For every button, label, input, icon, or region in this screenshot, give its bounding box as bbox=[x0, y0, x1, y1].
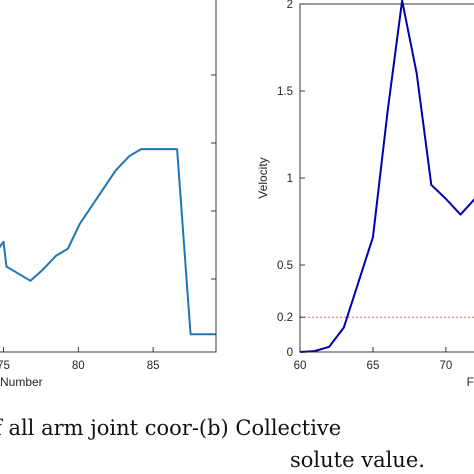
left-x-tick-label-85: 85 bbox=[147, 360, 160, 372]
right-x-axis-label: F bbox=[467, 375, 474, 389]
right-y-axis-label: Velocity bbox=[256, 157, 270, 198]
right-x-tick-label-60: 60 bbox=[294, 360, 307, 372]
caption-line-1: f all arm joint coor-(b) Collective bbox=[0, 416, 342, 440]
right-x-tick-label-65: 65 bbox=[367, 360, 380, 372]
right-chart: 60 65 70 0 0.2 0.5 1 1.5 2 F Velocity bbox=[256, 0, 474, 389]
left-axes-box bbox=[0, 0, 217, 353]
right-y-tick-label-1: 1 bbox=[287, 173, 293, 185]
left-x-axis-label: Number bbox=[0, 375, 43, 389]
right-axes-box bbox=[299, 3, 474, 353]
caption-line-2: solute value. bbox=[290, 448, 425, 472]
left-series-line-0 bbox=[0, 148, 216, 336]
right-series-line-0 bbox=[299, 0, 474, 353]
right-y-tick-label-1_5: 1.5 bbox=[277, 86, 293, 98]
left-x-tick-label-80: 80 bbox=[72, 360, 85, 372]
right-y-tick-label-0: 0 bbox=[287, 347, 293, 359]
right-y-tick-label-0_2: 0.2 bbox=[277, 312, 293, 324]
left-x-tick-label-75: 75 bbox=[0, 360, 10, 372]
right-y-tick-label-2: 2 bbox=[287, 0, 293, 11]
left-chart: 75 80 85 Number bbox=[0, 0, 217, 389]
right-x-tick-label-70: 70 bbox=[440, 360, 453, 372]
right-y-tick-label-0_5: 0.5 bbox=[277, 260, 293, 272]
